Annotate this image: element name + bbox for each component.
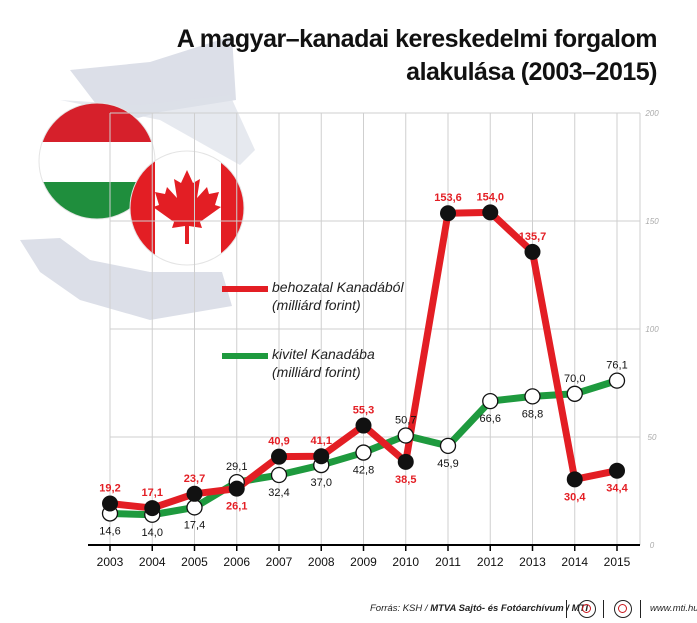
x-tick-label: 2007	[266, 555, 293, 569]
import-data-label: 153,6	[434, 192, 462, 204]
export-data-label: 14,6	[99, 525, 120, 537]
export-data-label: 50,7	[395, 414, 416, 426]
export-point	[566, 385, 583, 402]
import-data-label: 55,3	[353, 405, 374, 417]
import-data-label: 38,5	[395, 474, 416, 486]
import-point	[524, 243, 541, 260]
import-point	[102, 495, 118, 512]
legend-export-name: kivitel Kanadába	[272, 346, 375, 362]
mtva-logo-icon	[578, 600, 596, 618]
legend-import-name: behozatal Kanadából	[272, 279, 404, 295]
footer-divider	[640, 600, 641, 618]
export-data-label: 42,8	[353, 465, 374, 477]
import-data-label: 41,1	[311, 435, 332, 447]
import-point	[440, 205, 456, 222]
x-tick-label: 2005	[181, 555, 208, 569]
export-data-label: 32,4	[268, 487, 289, 499]
x-tick-label: 2011	[435, 555, 461, 569]
import-point	[397, 453, 414, 470]
source-credit: Forrás: KSH / MTVA Sajtó- és Fotóarchívu…	[370, 603, 588, 614]
import-data-label: 34,4	[606, 483, 628, 495]
legend-export-label: kivitel Kanadába (milliárd forint)	[272, 345, 375, 381]
x-tick-label: 2003	[97, 555, 124, 569]
export-point	[270, 466, 288, 484]
x-tick-label: 2014	[561, 555, 588, 569]
website-link[interactable]: www.mti.hu	[650, 603, 697, 614]
export-data-label: 68,8	[522, 408, 543, 420]
import-point	[186, 485, 203, 502]
canadian-flag-icon	[130, 151, 244, 265]
import-point	[271, 448, 287, 465]
import-point	[313, 448, 330, 465]
export-data-label: 45,9	[437, 458, 458, 470]
chart-canvas: 0 50 100 150 200 2003 2004 2005 2006 2007 2008 2009…	[20, 36, 659, 569]
import-data-label: 17,1	[142, 487, 163, 499]
export-data-label: 70,0	[564, 373, 585, 385]
import-point	[144, 500, 161, 517]
legend-export-swatch	[222, 353, 268, 359]
mti-logo-icon	[614, 600, 632, 618]
import-point	[228, 480, 245, 497]
export-point	[608, 372, 626, 389]
import-data-label: 26,1	[226, 501, 247, 513]
legend-import-swatch	[222, 286, 268, 292]
x-tick-label: 2010	[392, 555, 419, 569]
y-tick-label: 200	[644, 109, 659, 118]
legend-export-unit: (milliárd forint)	[272, 364, 361, 380]
export-data-label: 76,1	[606, 360, 627, 372]
y-tick-label: 0	[650, 541, 655, 550]
x-tick-label: 2013	[519, 555, 546, 569]
export-point	[186, 499, 203, 516]
export-point	[482, 392, 499, 410]
footer-divider	[603, 600, 604, 618]
y-tick-label: 50	[648, 433, 657, 442]
x-tick-label: 2009	[350, 555, 377, 569]
y-tick-label: 100	[645, 325, 659, 334]
import-data-label: 23,7	[184, 473, 205, 485]
import-data-label: 154,0	[476, 191, 504, 203]
export-point	[397, 427, 414, 444]
export-data-label: 29,1	[226, 461, 247, 473]
source-agency: MTVA Sajtó- és Fotóarchívum / MTI	[430, 603, 589, 614]
import-point	[609, 462, 625, 479]
import-data-label: 135,7	[519, 231, 547, 243]
import-data-label: 19,2	[99, 483, 120, 495]
import-point	[482, 204, 499, 221]
import-point	[566, 471, 583, 488]
export-point	[439, 437, 457, 455]
export-data-label: 14,0	[142, 527, 163, 539]
x-tick-label: 2004	[139, 555, 166, 569]
export-data-label: 66,6	[480, 413, 501, 425]
source-prefix: Forrás: KSH /	[370, 603, 431, 614]
export-point	[524, 388, 541, 405]
export-data-label: 37,0	[311, 477, 332, 489]
chart-title-line-1: A magyar–kanadai kereskedelmi forgalom	[176, 25, 658, 53]
legend-import-unit: (milliárd forint)	[272, 297, 361, 313]
import-point	[355, 417, 372, 434]
x-tick-label: 2008	[308, 555, 335, 569]
x-tick-label: 2012	[477, 555, 504, 569]
y-tick-label: 150	[645, 217, 659, 226]
export-point	[355, 444, 372, 461]
chart-title-line-2: alakulása (2003–2015)	[406, 58, 657, 86]
x-tick-label: 2006	[223, 555, 250, 569]
legend-import-label: behozatal Kanadából (milliárd forint)	[272, 278, 404, 314]
export-data-label: 17,4	[184, 519, 205, 531]
import-data-label: 30,4	[564, 491, 586, 503]
import-data-label: 40,9	[268, 436, 289, 448]
footer-divider	[566, 600, 567, 618]
x-tick-label: 2015	[604, 555, 631, 569]
